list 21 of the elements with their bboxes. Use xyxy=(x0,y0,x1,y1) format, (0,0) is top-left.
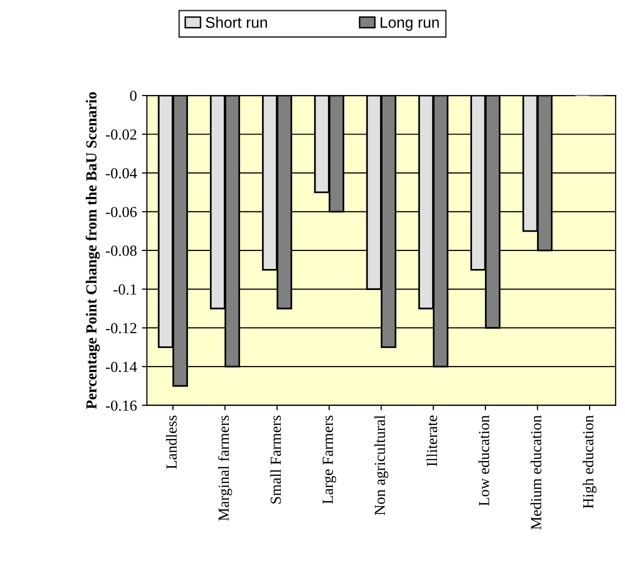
x-tick-label: Marginal farmers xyxy=(218,416,232,521)
x-tick-label: Small Farmers xyxy=(270,416,281,504)
x-tick-label: Medium education xyxy=(530,415,542,530)
y-tick-label: -0.08 xyxy=(106,246,137,256)
legend-label: Short run xyxy=(206,16,267,28)
x-tick-label: Large Farmers xyxy=(322,416,336,504)
y-tick-label: -0.02 xyxy=(106,129,136,140)
legend-label: Long run xyxy=(380,17,439,31)
y-tick-label: 0 xyxy=(130,90,137,101)
y-tick-label: -0.12 xyxy=(106,323,136,334)
x-tick-label: Illiterate xyxy=(426,416,438,466)
y-tick-label: -0.04 xyxy=(106,168,137,178)
y-axis-title: Percentage Point Change from the BaU Scenario xyxy=(86,92,100,409)
y-tick-label: -0.1 xyxy=(114,284,136,295)
x-tick-label: High education xyxy=(582,415,597,508)
y-tick-label: -0.16 xyxy=(106,400,137,411)
y-tick-label: -0.06 xyxy=(106,206,137,218)
x-tick-label: Low education xyxy=(478,415,490,506)
x-tick-label: Non agricultural xyxy=(374,415,388,516)
y-tick-label: -0.14 xyxy=(106,362,137,372)
x-tick-label: Landless xyxy=(166,416,177,469)
